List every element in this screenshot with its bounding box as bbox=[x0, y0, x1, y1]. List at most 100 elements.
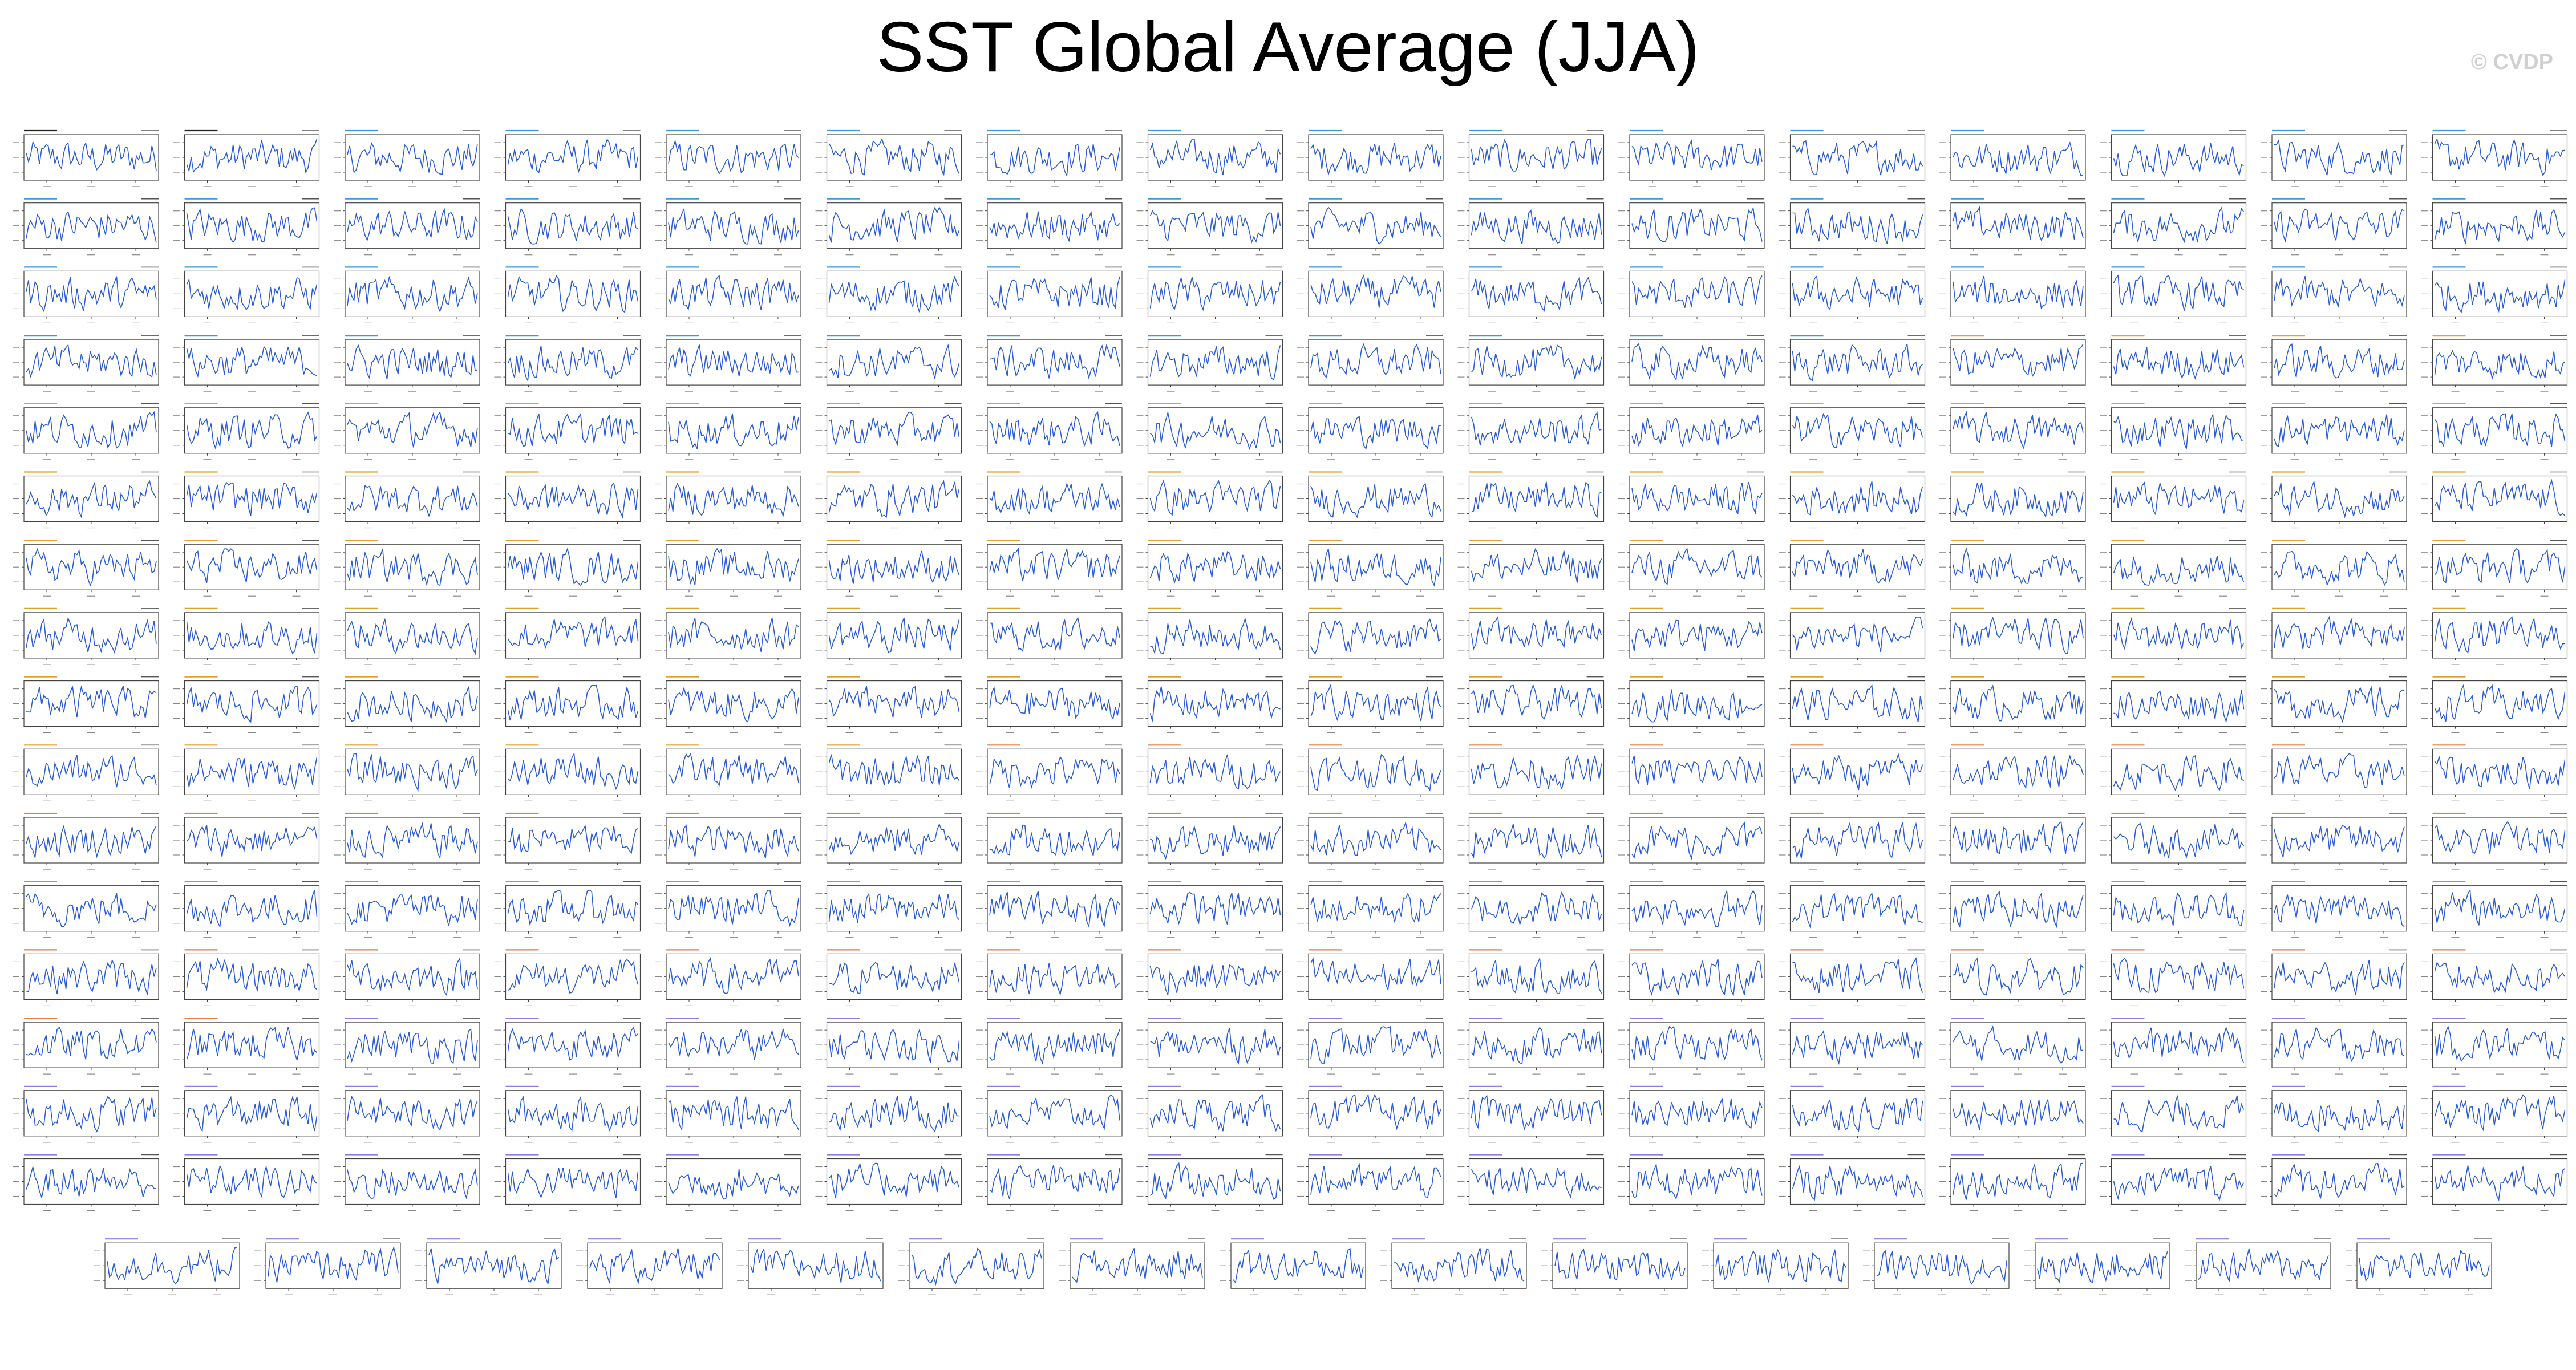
panel bbox=[334, 676, 480, 733]
panel-frame bbox=[505, 1090, 641, 1137]
series-line bbox=[2113, 617, 2245, 650]
series-line bbox=[1310, 957, 1441, 991]
series-line bbox=[2198, 1248, 2329, 1282]
panel bbox=[494, 676, 641, 733]
series-line bbox=[750, 1248, 881, 1283]
panel bbox=[1220, 1238, 1366, 1295]
panel bbox=[173, 1017, 320, 1075]
series-line bbox=[1471, 958, 1602, 995]
panel bbox=[2346, 1238, 2492, 1295]
panel bbox=[1136, 1017, 1283, 1075]
panel bbox=[1297, 403, 1444, 460]
series-line bbox=[1792, 207, 1923, 244]
panel bbox=[1779, 1017, 1926, 1075]
panel bbox=[1457, 949, 1605, 1007]
series-line bbox=[1953, 206, 2084, 241]
panel bbox=[1618, 471, 1765, 529]
panel-frame bbox=[2271, 134, 2407, 181]
panel bbox=[1779, 471, 1926, 529]
panel-frame bbox=[666, 134, 801, 181]
series-line bbox=[1953, 1025, 2084, 1064]
panel bbox=[2261, 744, 2407, 801]
panel bbox=[2421, 812, 2568, 870]
series-line bbox=[1072, 1248, 1203, 1283]
series-line bbox=[1792, 343, 1923, 382]
panel bbox=[1939, 129, 2086, 187]
series-line bbox=[26, 685, 157, 719]
panel-frame bbox=[505, 817, 641, 864]
panel-frame bbox=[2111, 885, 2247, 932]
panel bbox=[1618, 607, 1765, 665]
panel bbox=[1939, 744, 2086, 801]
panel bbox=[815, 129, 962, 187]
panel bbox=[815, 471, 962, 529]
series-line bbox=[1953, 957, 2084, 996]
series-line bbox=[1471, 753, 1602, 789]
series-line bbox=[347, 344, 478, 380]
panel-frame bbox=[1874, 1242, 2010, 1289]
panel-frame bbox=[2111, 748, 2247, 795]
panel-frame bbox=[666, 270, 801, 317]
panel bbox=[815, 1085, 962, 1143]
series-line bbox=[2274, 1026, 2405, 1063]
panel bbox=[655, 812, 801, 870]
series-line bbox=[1149, 139, 1281, 175]
panel bbox=[1136, 540, 1283, 597]
panel bbox=[334, 334, 480, 392]
panel bbox=[976, 949, 1123, 1007]
series-line bbox=[1631, 890, 1763, 927]
series-line bbox=[1310, 343, 1441, 379]
panel bbox=[976, 812, 1123, 870]
panel bbox=[2421, 881, 2568, 938]
panel bbox=[1457, 1154, 1605, 1211]
panel-frame bbox=[1147, 1022, 1283, 1068]
panel bbox=[2261, 1154, 2407, 1211]
series-line bbox=[1792, 684, 1923, 722]
panel bbox=[494, 1085, 641, 1143]
panel bbox=[815, 540, 962, 597]
panel bbox=[1779, 607, 1926, 665]
panel bbox=[2100, 1085, 2247, 1143]
panel bbox=[173, 129, 320, 187]
series-line bbox=[347, 822, 478, 860]
panel bbox=[976, 1017, 1123, 1075]
panel-frame bbox=[345, 407, 480, 454]
panel bbox=[13, 949, 159, 1007]
panel bbox=[1779, 334, 1926, 392]
panel bbox=[334, 540, 480, 597]
panel-frame bbox=[184, 612, 320, 659]
series-line bbox=[2434, 756, 2566, 789]
panel bbox=[976, 266, 1123, 324]
panel bbox=[976, 881, 1123, 938]
series-line bbox=[1953, 1162, 2084, 1200]
series-line bbox=[507, 1096, 639, 1132]
series-line bbox=[2434, 1025, 2566, 1063]
series-line bbox=[1554, 1248, 1686, 1282]
panel-frame bbox=[1147, 612, 1283, 659]
panel-frame bbox=[2271, 612, 2407, 659]
series-line bbox=[989, 617, 1120, 652]
panel bbox=[1297, 334, 1444, 392]
panel-frame bbox=[23, 885, 159, 932]
panel bbox=[13, 471, 159, 529]
panel bbox=[1863, 1238, 2010, 1295]
series-line bbox=[507, 615, 639, 650]
series-line bbox=[1471, 891, 1602, 925]
panel-frame bbox=[1629, 885, 1765, 932]
series-line bbox=[186, 207, 318, 244]
panel-frame bbox=[2111, 1158, 2247, 1205]
series-line bbox=[1310, 274, 1441, 308]
panel-frame bbox=[2111, 134, 2247, 181]
panel bbox=[1457, 403, 1605, 460]
panel bbox=[655, 1085, 801, 1143]
panel-frame bbox=[826, 407, 962, 454]
panel-frame bbox=[2271, 817, 2407, 864]
panel-frame bbox=[666, 407, 801, 454]
panel bbox=[898, 1238, 1044, 1295]
panel bbox=[1136, 812, 1283, 870]
series-line bbox=[186, 890, 318, 929]
panel bbox=[655, 266, 801, 324]
panel bbox=[494, 1017, 641, 1075]
panel bbox=[1136, 1085, 1283, 1143]
panel-frame bbox=[666, 1158, 801, 1205]
